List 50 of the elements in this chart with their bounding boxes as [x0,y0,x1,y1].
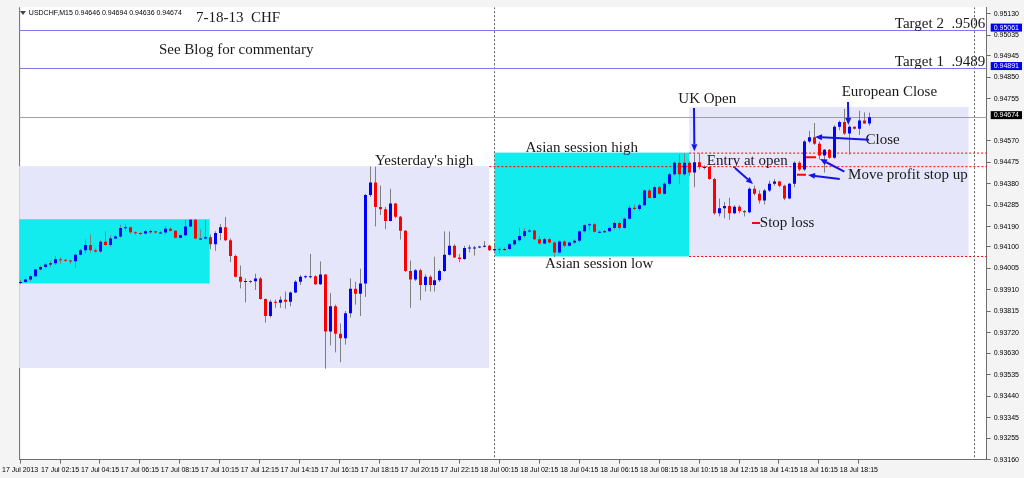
candlestick [793,160,796,188]
candlestick [339,322,342,363]
candlestick [693,152,696,188]
candlestick [369,166,372,198]
annotation: Stop loss [759,214,815,231]
annotation: Move profit stop up [848,166,968,183]
candlestick [244,277,247,303]
candlestick [473,245,476,257]
candlestick [389,188,392,222]
candlestick [748,186,751,214]
candlestick [234,254,237,279]
annotation: Target 2 .9506 [894,14,986,31]
candlestick [399,215,402,241]
candlestick [384,206,387,230]
annotation: UK Open [678,89,737,106]
candlestick [848,124,851,156]
candlestick [858,110,861,136]
candlestick [229,237,232,263]
candlestick [419,268,422,301]
candlestick [224,216,227,242]
candlestick [448,230,451,257]
candlestick [134,230,137,236]
annotation: Asian session high [525,138,639,155]
candlestick [683,153,686,177]
candlestick [359,268,362,317]
annotation: See Blog for commentary [158,41,314,58]
candlestick [813,122,816,146]
candlestick [309,253,312,279]
candlestick [239,265,242,289]
candlestick [204,219,207,241]
candlestick [443,230,446,273]
candlestick [728,197,731,221]
annotation: Asian session low [545,255,654,272]
annotation: Entry at open [706,151,789,168]
annotation: Yesterday's high [374,151,474,168]
candlestick [433,256,436,293]
candlestick [503,246,506,252]
candlestick [354,281,357,306]
annotation: Target 1 .9489 [894,52,986,69]
candlestick [199,229,202,241]
candlestick [319,260,322,286]
annotation: European Close [841,83,938,100]
annotation: Close [865,131,900,148]
candlestick [409,260,412,309]
chart-title: 7-18-13 CHF [196,8,281,25]
candlestick [194,218,197,240]
candlestick [823,148,826,174]
candlestick [259,276,262,301]
candlestick [843,108,846,136]
candlestick [214,230,217,252]
